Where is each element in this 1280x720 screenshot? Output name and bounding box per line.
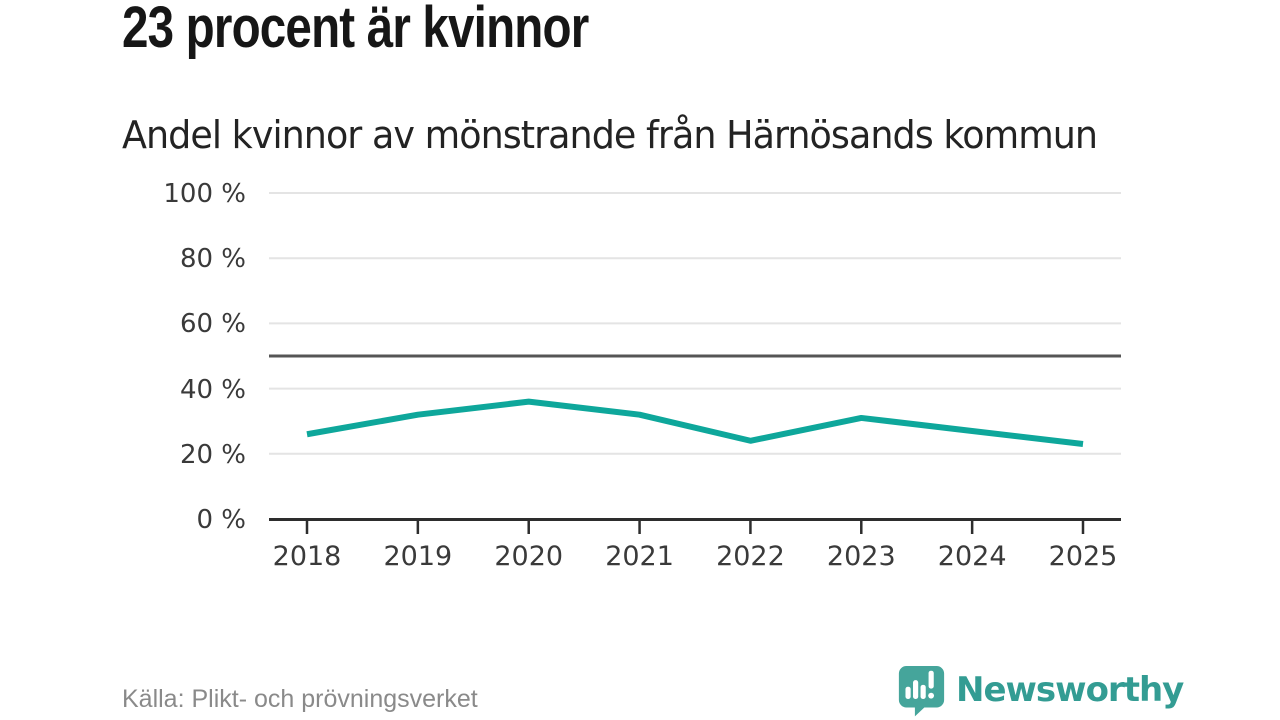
- x-tick-label: 2018: [272, 541, 342, 572]
- y-tick-label: 40 %: [179, 374, 246, 405]
- x-tick-label: 2019: [383, 541, 453, 572]
- x-tick-label: 2021: [605, 541, 674, 572]
- y-tick-label: 100 %: [163, 179, 246, 209]
- y-tick-label: 60 %: [179, 309, 246, 340]
- x-tick-label: 2025: [1048, 541, 1118, 572]
- newsworthy-logo: Newsworthy: [897, 664, 1184, 717]
- data-line: [306, 398, 1084, 447]
- newsworthy-logo-icon: [898, 666, 945, 717]
- y-tick-label: 80 %: [179, 244, 246, 275]
- y-tick-label: 0 %: [196, 505, 246, 535]
- x-tick-label: 2024: [937, 541, 1007, 572]
- x-tick-label: 2023: [826, 541, 896, 572]
- newsworthy-logo-text: Newsworthy: [956, 670, 1184, 710]
- chart-subtitle: Andel kvinnor av mönstrande från Härnösa…: [122, 113, 1098, 157]
- source-note: Källa: Plikt- och prövningsverket: [122, 685, 478, 713]
- page-title: 23 procent är kvinnor: [122, 0, 589, 60]
- x-tick-label: 2020: [494, 541, 564, 572]
- x-tick-label: 2022: [716, 541, 785, 572]
- y-tick-label: 20 %: [179, 439, 246, 470]
